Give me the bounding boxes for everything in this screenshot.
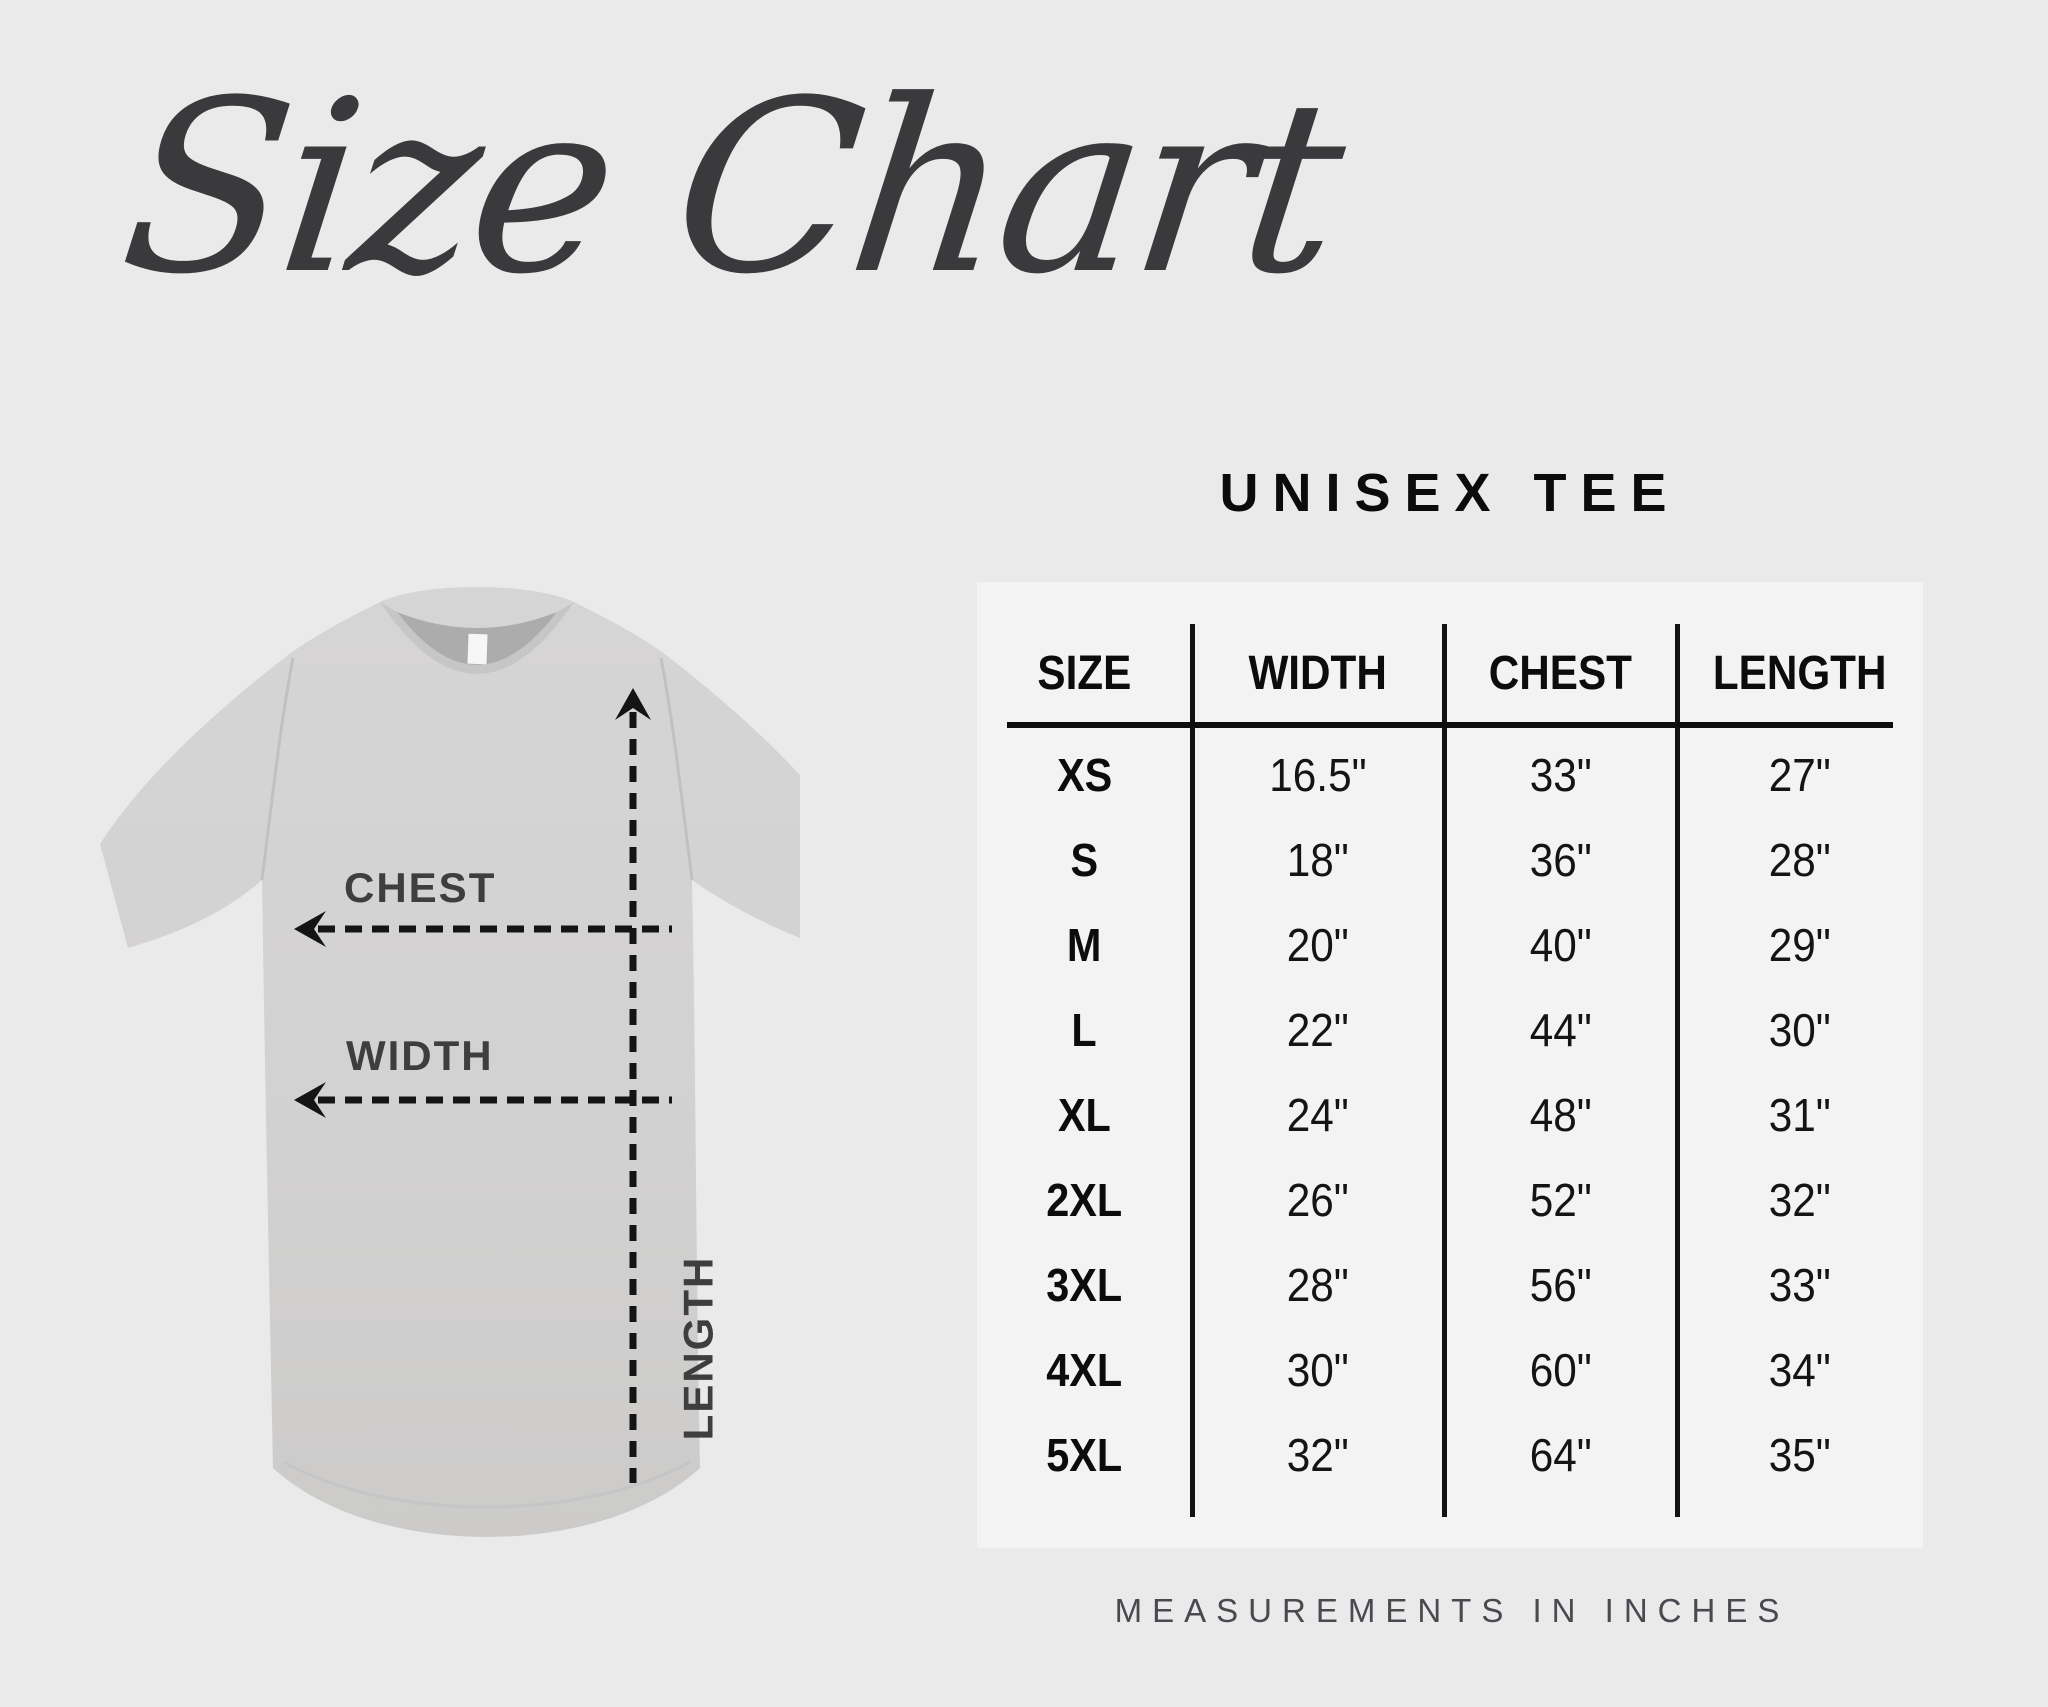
value-cell: 64" xyxy=(1529,1428,1592,1481)
value-cell: 18" xyxy=(1286,833,1350,886)
value-cell: 26" xyxy=(1286,1173,1350,1226)
value-cell: 44" xyxy=(1529,1003,1592,1056)
page-title: Size Chart xyxy=(110,50,1352,327)
column-header-size: SIZE xyxy=(1037,646,1132,700)
value-cell: 40" xyxy=(1529,918,1592,971)
value-cell: 52" xyxy=(1529,1173,1592,1226)
length-arrow xyxy=(615,688,651,1483)
hem-stitch xyxy=(283,1460,691,1509)
value-cell: 16.5" xyxy=(1269,748,1367,801)
chest-label: CHEST xyxy=(344,864,497,911)
value-cell: 56" xyxy=(1529,1258,1592,1311)
collar-band xyxy=(380,602,574,674)
value-cell: 34" xyxy=(1768,1343,1832,1396)
product-heading: UNISEX TEE xyxy=(1219,463,1681,523)
tshirt-graphic-icon xyxy=(100,587,800,1537)
tshirt-body xyxy=(100,587,800,1537)
column-header-length: LENGTH xyxy=(1713,646,1887,700)
width-label: WIDTH xyxy=(346,1032,494,1079)
table-header-row: SIZE WIDTH CHEST LENGTH xyxy=(977,624,1923,722)
width-arrow xyxy=(294,1082,672,1118)
value-cell: 27" xyxy=(1768,748,1832,801)
size-cell: 3XL xyxy=(1046,1258,1123,1311)
column-divider xyxy=(1675,624,1680,1517)
value-cell: 29" xyxy=(1768,918,1832,971)
measurements-note: MEASUREMENTS IN INCHES xyxy=(1114,1592,1790,1629)
column-header-width: WIDTH xyxy=(1248,646,1388,700)
header-divider xyxy=(1007,722,1893,728)
neck-tag xyxy=(467,633,488,665)
value-cell: 28" xyxy=(1768,833,1832,886)
size-cell: 2XL xyxy=(1046,1173,1123,1226)
value-cell: 36" xyxy=(1529,833,1592,886)
value-cell: 30" xyxy=(1768,1003,1832,1056)
value-cell: 33" xyxy=(1529,748,1592,801)
value-cell: 32" xyxy=(1768,1173,1832,1226)
size-table-body: XS 16.5" 33" 27" S 18" 36" 28" M 20" 40"… xyxy=(977,732,1923,1497)
value-cell: 20" xyxy=(1286,918,1350,971)
value-cell: 22" xyxy=(1286,1003,1350,1056)
column-header-chest: CHEST xyxy=(1488,646,1633,700)
value-cell: 60" xyxy=(1529,1343,1592,1396)
value-cell: 33" xyxy=(1768,1258,1832,1311)
size-cell: 4XL xyxy=(1046,1343,1123,1396)
size-cell: M xyxy=(1067,918,1102,971)
tshirt-diagram: CHEST WIDTH LENGTH xyxy=(60,560,800,1620)
value-cell: 24" xyxy=(1286,1088,1350,1141)
value-cell: 48" xyxy=(1529,1088,1592,1141)
size-cell: S xyxy=(1070,833,1099,886)
value-cell: 32" xyxy=(1286,1428,1350,1481)
size-table-panel: SIZE WIDTH CHEST LENGTH XS 16.5" 33" 27"… xyxy=(977,582,1923,1548)
length-label: LENGTH xyxy=(674,1255,721,1440)
size-cell: XL xyxy=(1058,1088,1111,1141)
value-cell: 30" xyxy=(1286,1343,1350,1396)
sleeve-seam-right xyxy=(659,657,694,881)
size-cell: L xyxy=(1071,1003,1098,1056)
size-cell: 5XL xyxy=(1046,1428,1123,1481)
column-divider xyxy=(1190,624,1195,1517)
value-cell: 28" xyxy=(1286,1258,1350,1311)
sleeve-seam-left xyxy=(260,657,295,881)
value-cell: 35" xyxy=(1768,1428,1832,1481)
value-cell: 31" xyxy=(1768,1088,1832,1141)
chest-arrow xyxy=(294,911,672,947)
column-divider xyxy=(1442,624,1447,1517)
size-cell: XS xyxy=(1056,748,1113,801)
